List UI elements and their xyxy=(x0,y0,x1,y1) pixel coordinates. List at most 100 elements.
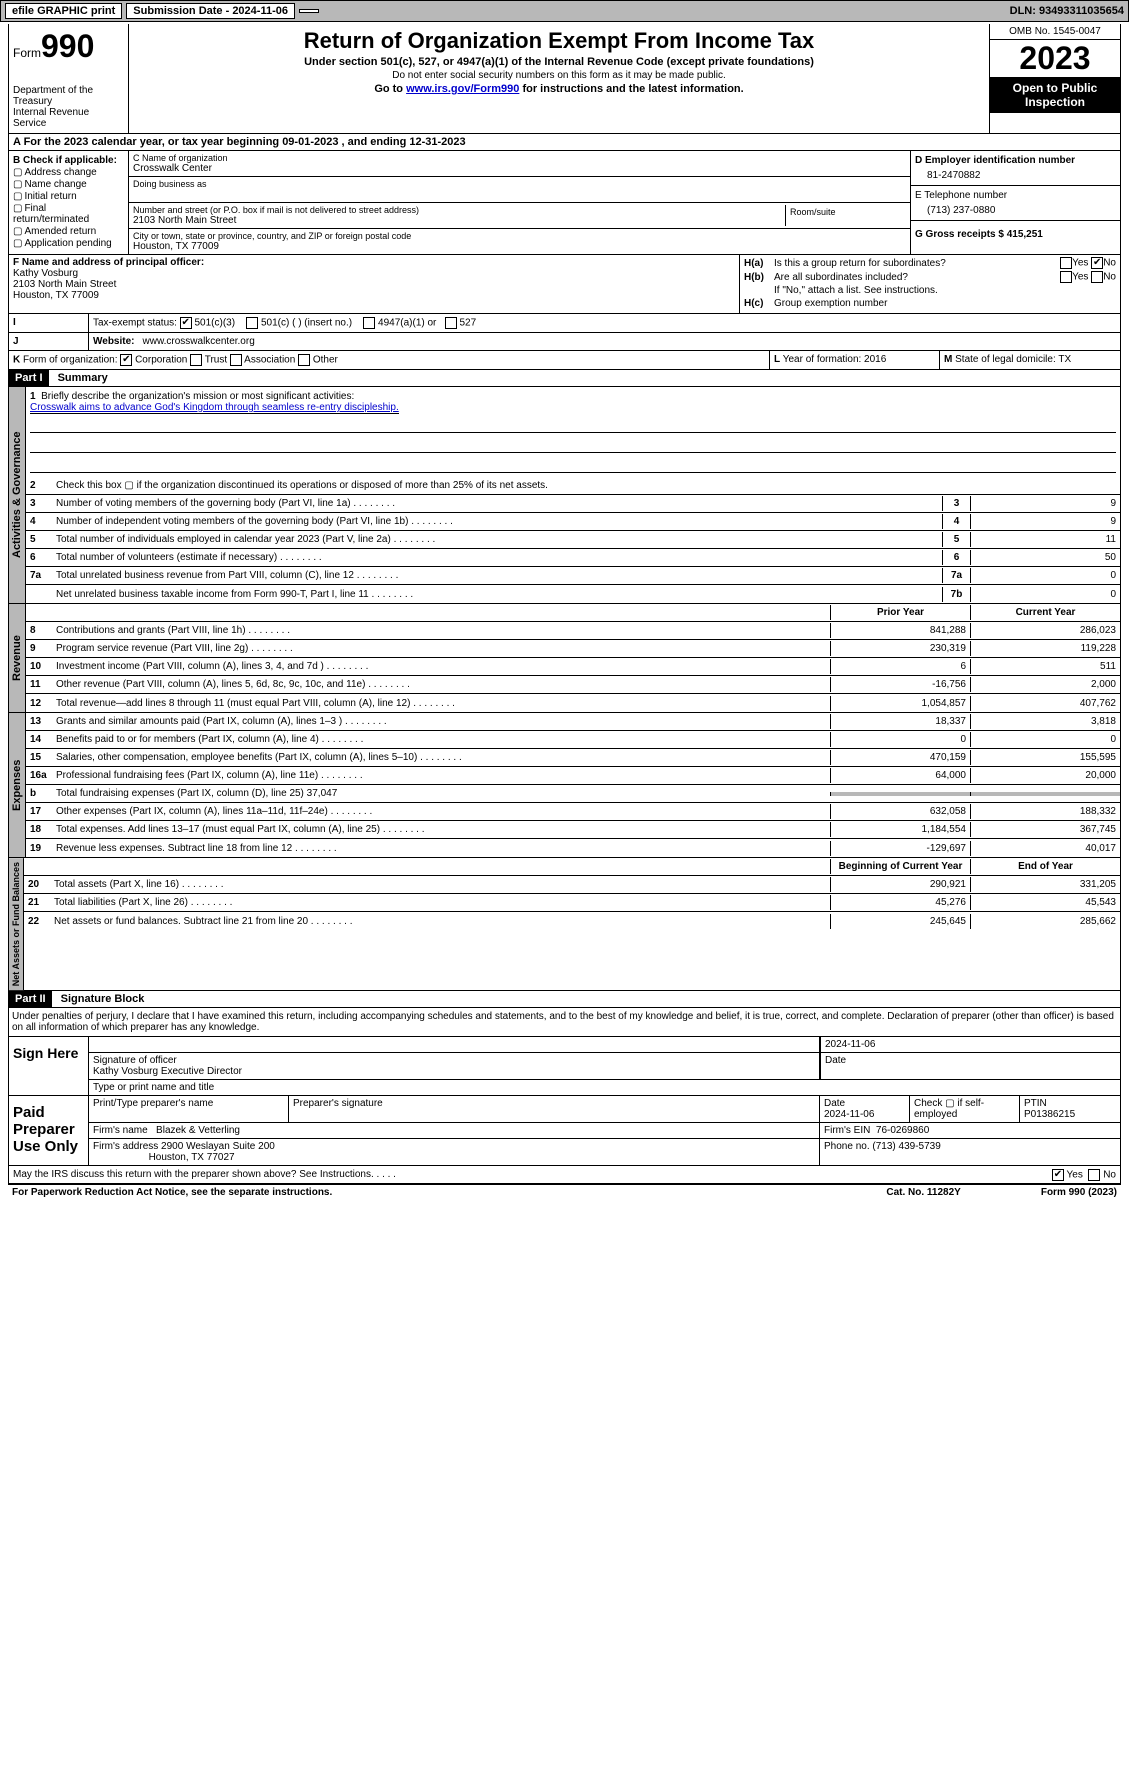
chk-501c[interactable] xyxy=(246,317,258,329)
sign-here-block: Sign Here 2024-11-06 Signature of office… xyxy=(8,1037,1121,1096)
hb-text: Are all subordinates included? xyxy=(774,272,1016,283)
summary-line: 17Other expenses (Part IX, column (A), l… xyxy=(26,803,1120,821)
summary-line: 13Grants and similar amounts paid (Part … xyxy=(26,713,1120,731)
j-label: J xyxy=(9,333,89,350)
prep-name-label: Print/Type preparer's name xyxy=(93,1098,284,1109)
summary-line: 12Total revenue—add lines 8 through 11 (… xyxy=(26,694,1120,712)
vtab-revenue: Revenue xyxy=(9,604,26,712)
part1-header-row: Part I Summary xyxy=(8,370,1121,387)
footer-right: Form 990 (2023) xyxy=(1041,1187,1117,1198)
discuss-no[interactable] xyxy=(1088,1169,1100,1181)
form-label: Form xyxy=(13,46,41,60)
org-name-label: C Name of organization xyxy=(133,153,906,163)
tel-label: E Telephone number xyxy=(915,190,1116,201)
summary-line: 6Total number of volunteers (estimate if… xyxy=(26,549,1120,567)
i-text: Tax-exempt status: xyxy=(93,318,177,329)
ein-label: D Employer identification number xyxy=(915,155,1116,166)
part1-title: Summary xyxy=(52,370,114,386)
dept-treasury: Department of the Treasury xyxy=(13,85,124,107)
row-a: A For the 2023 calendar year, or tax yea… xyxy=(8,134,1121,151)
firm-addr2: Houston, TX 77027 xyxy=(149,1152,235,1163)
summary-line: 22Net assets or fund balances. Subtract … xyxy=(24,912,1120,930)
chk-initial[interactable]: Initial return xyxy=(13,191,124,202)
firm-phone-label: Phone no. xyxy=(824,1141,870,1152)
part2-title: Signature Block xyxy=(55,991,151,1007)
col-eoy: End of Year xyxy=(970,859,1120,874)
section-bcde: B Check if applicable: Address change Na… xyxy=(8,151,1121,255)
chk-trust[interactable] xyxy=(190,354,202,366)
chk-final[interactable]: Final return/terminated xyxy=(13,203,124,225)
col-boy: Beginning of Current Year xyxy=(830,859,970,874)
chk-assoc[interactable] xyxy=(230,354,242,366)
dba-label: Doing business as xyxy=(133,179,906,189)
chk-corp[interactable] xyxy=(120,354,132,366)
summary-line: 16aProfessional fundraising fees (Part I… xyxy=(26,767,1120,785)
topbar: efile GRAPHIC print Submission Date - 20… xyxy=(0,0,1129,22)
footer-mid: Cat. No. 11282Y xyxy=(886,1187,960,1198)
summary-line: 18Total expenses. Add lines 13–17 (must … xyxy=(26,821,1120,839)
org-address: 2103 North Main Street xyxy=(133,215,785,226)
ha-no[interactable] xyxy=(1091,257,1103,269)
ha-text: Is this a group return for subordinates? xyxy=(774,258,1016,269)
summary-line: 14Benefits paid to or for members (Part … xyxy=(26,731,1120,749)
firm-ein: 76-0269860 xyxy=(876,1125,929,1136)
summary-line: 9Program service revenue (Part VIII, lin… xyxy=(26,640,1120,658)
ptin-label: PTIN xyxy=(1024,1098,1116,1109)
chk-amended[interactable]: Amended return xyxy=(13,226,124,237)
summary-line: 4Number of independent voting members of… xyxy=(26,513,1120,531)
ha-yes[interactable] xyxy=(1060,257,1072,269)
declaration: Under penalties of perjury, I declare th… xyxy=(8,1008,1121,1037)
tel: (713) 237-0880 xyxy=(915,205,1116,216)
city-label: City or town, state or province, country… xyxy=(133,231,906,241)
form-header: Form990 Department of the Treasury Inter… xyxy=(8,24,1121,134)
part1-governance: Activities & Governance 1 Briefly descri… xyxy=(8,387,1121,604)
part1-hdr: Part I xyxy=(9,370,49,386)
irs-link[interactable]: www.irs.gov/Form990 xyxy=(406,83,519,95)
col-b: B Check if applicable: Address change Na… xyxy=(9,151,129,254)
hb-yes[interactable] xyxy=(1060,271,1072,283)
line2: Check this box ▢ if the organization dis… xyxy=(54,478,1120,493)
prep-sig-label: Preparer's signature xyxy=(293,1098,815,1109)
chk-501c3[interactable] xyxy=(180,317,192,329)
hb-note: If "No," attach a list. See instructions… xyxy=(774,285,1116,296)
line1-label: Briefly describe the organization's miss… xyxy=(41,391,354,402)
officer-addr2: Houston, TX 77009 xyxy=(13,290,735,301)
hb-label: H(b) xyxy=(744,272,774,283)
footer: For Paperwork Reduction Act Notice, see … xyxy=(8,1184,1121,1200)
prep-self-label: Check ▢ if self-employed xyxy=(914,1098,1015,1120)
summary-line: 8Contributions and grants (Part VIII, li… xyxy=(26,622,1120,640)
hb-no[interactable] xyxy=(1091,271,1103,283)
summary-line: 3Number of voting members of the governi… xyxy=(26,495,1120,513)
row-i: I Tax-exempt status: 501(c)(3) 501(c) ( … xyxy=(8,314,1121,333)
vtab-governance: Activities & Governance xyxy=(9,387,26,603)
footer-left: For Paperwork Reduction Act Notice, see … xyxy=(12,1187,332,1198)
sig-officer: Kathy Vosburg Executive Director xyxy=(93,1066,815,1077)
chk-pending[interactable]: Application pending xyxy=(13,238,124,249)
form-title: Return of Organization Exempt From Incom… xyxy=(133,28,985,54)
chk-527[interactable] xyxy=(445,317,457,329)
row-klm: K Form of organization: Corporation Trus… xyxy=(8,351,1121,370)
discuss-row: May the IRS discuss this return with the… xyxy=(8,1166,1121,1184)
efile-button[interactable]: efile GRAPHIC print xyxy=(5,3,122,19)
dept-irs: Internal Revenue Service xyxy=(13,107,124,129)
discuss-yes[interactable] xyxy=(1052,1169,1064,1181)
ptin: P01386215 xyxy=(1024,1109,1116,1120)
firm-name-label: Firm's name xyxy=(93,1125,148,1136)
summary-line: 20Total assets (Part X, line 16)290,9213… xyxy=(24,876,1120,894)
chk-name[interactable]: Name change xyxy=(13,179,124,190)
chk-other[interactable] xyxy=(298,354,310,366)
sig-date: 2024-11-06 xyxy=(820,1037,1120,1052)
vtab-expenses: Expenses xyxy=(9,713,26,857)
col-prior: Prior Year xyxy=(830,605,970,620)
summary-line: 5Total number of individuals employed in… xyxy=(26,531,1120,549)
form-link-row: Go to www.irs.gov/Form990 for instructio… xyxy=(133,83,985,95)
firm-addr-label: Firm's address xyxy=(93,1141,158,1152)
col-current: Current Year xyxy=(970,605,1120,620)
chk-4947[interactable] xyxy=(363,317,375,329)
addr-label: Number and street (or P.O. box if mail i… xyxy=(133,205,785,215)
chk-address[interactable]: Address change xyxy=(13,167,124,178)
hc-label: H(c) xyxy=(744,298,774,309)
summary-line: Net unrelated business taxable income fr… xyxy=(26,585,1120,603)
blank-button xyxy=(299,9,319,13)
sig-type-label: Type or print name and title xyxy=(89,1080,1120,1095)
